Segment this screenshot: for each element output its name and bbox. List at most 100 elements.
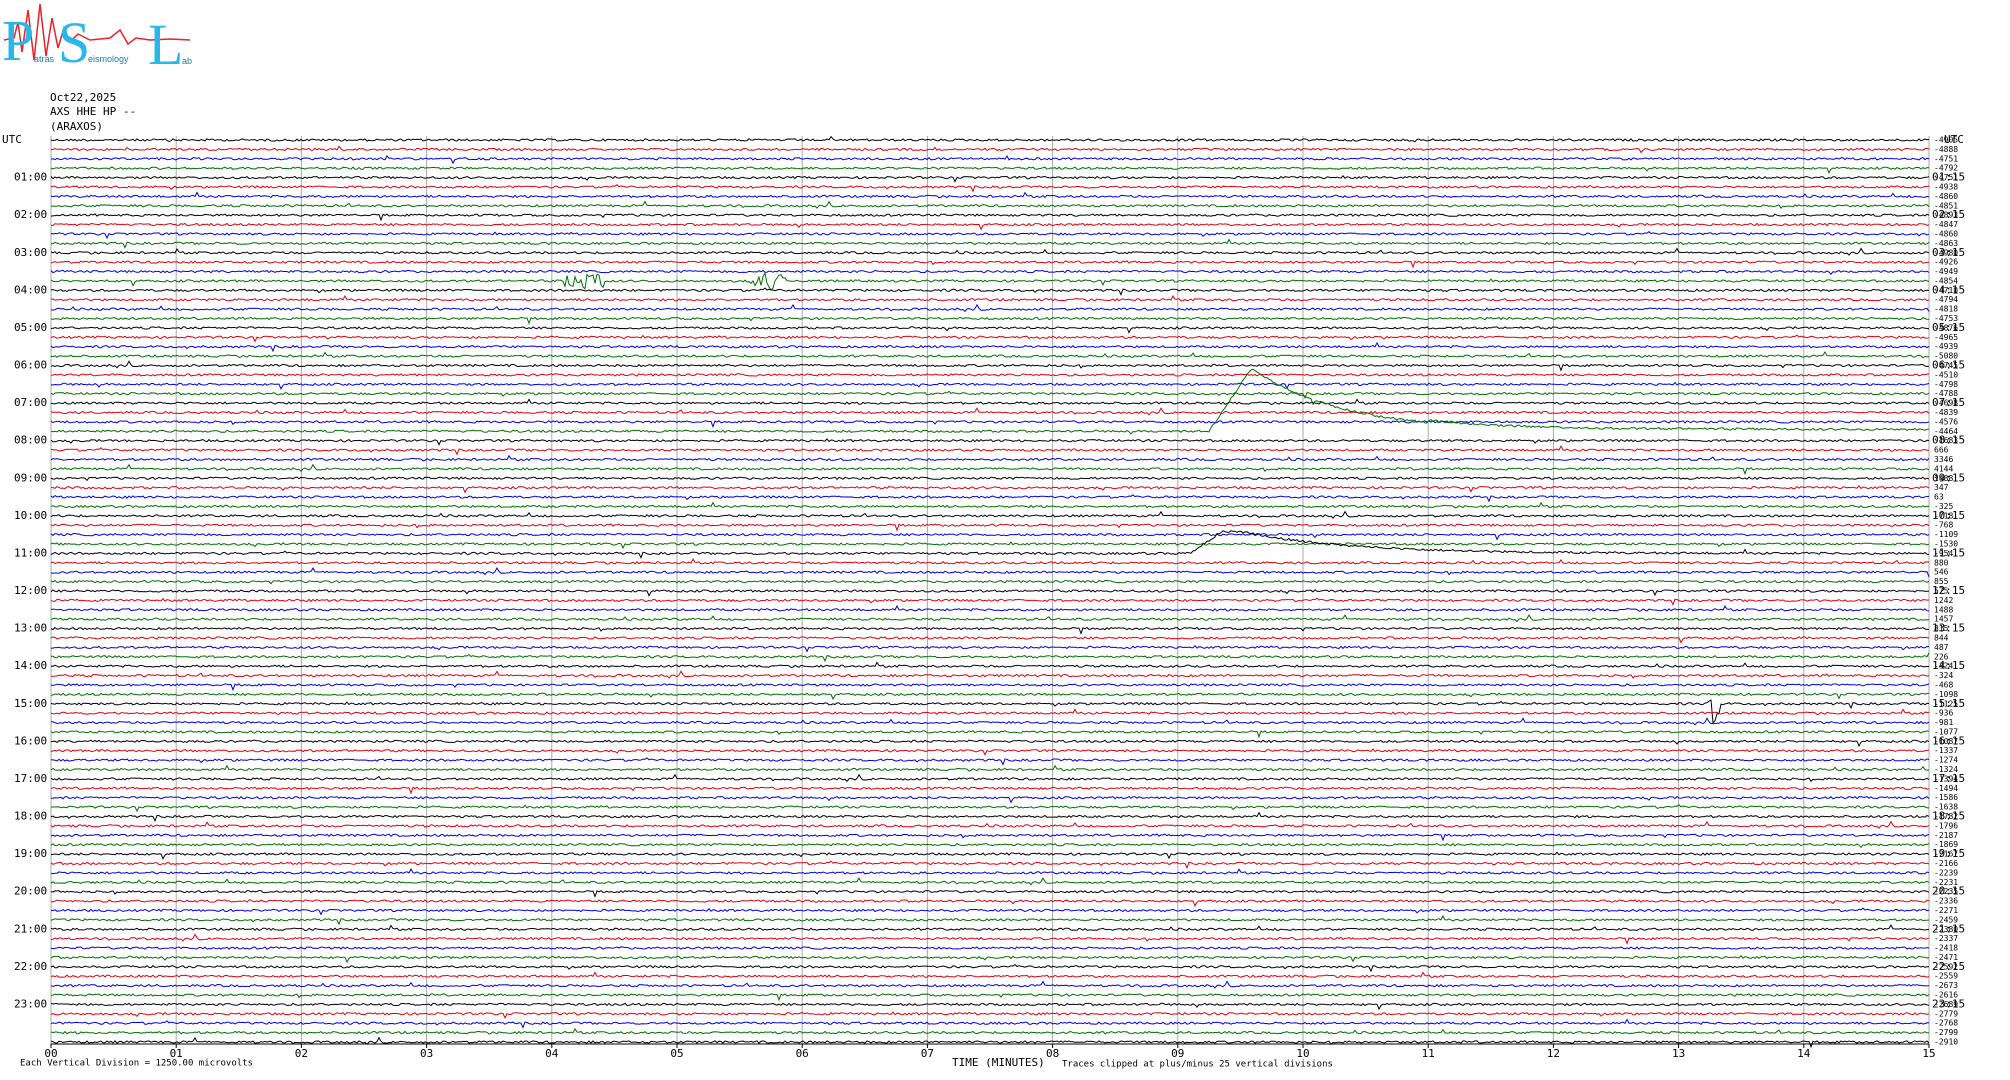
trace <box>50 454 1930 462</box>
time-label: 01:00 <box>14 171 47 184</box>
trace <box>50 589 1930 597</box>
station: AXS HHE HP -- <box>50 105 136 118</box>
trace <box>51 670 1930 679</box>
trace <box>50 579 1930 585</box>
time-label: 05:00 <box>14 321 47 334</box>
time-label: UTC <box>1944 133 1964 146</box>
trace <box>50 971 1930 979</box>
trace <box>50 652 1930 663</box>
offset-label: -4905 <box>1934 136 1958 145</box>
trace <box>50 820 1930 829</box>
trace <box>50 833 1930 842</box>
offset-label: -1109 <box>1934 530 1958 539</box>
trace <box>50 269 1930 275</box>
x-tick-label: 14 <box>1797 1047 1811 1060</box>
trace <box>50 604 1930 612</box>
time-label: UTC <box>2 133 22 146</box>
time-label: 08:00 <box>14 434 47 447</box>
offset-label: -4818 <box>1934 305 1958 314</box>
trace <box>50 811 1930 823</box>
offset-label: -2616 <box>1934 991 1958 1000</box>
logo-letter: S <box>58 10 90 75</box>
trace <box>50 692 1930 701</box>
offset-label: -2418 <box>1934 944 1958 953</box>
time-label: 21:00 <box>14 922 47 935</box>
time-label: 14:00 <box>14 659 47 672</box>
offset-label: -1125 <box>1934 699 1958 708</box>
trace <box>50 748 1930 756</box>
trace <box>50 1036 1930 1049</box>
time-label: 04:15 <box>1932 283 1965 296</box>
offset-label: -2167 <box>1934 850 1958 859</box>
trace <box>50 271 1930 291</box>
trace <box>50 200 1930 209</box>
offset-label: 4144 <box>1934 464 1953 473</box>
trace <box>50 407 1930 416</box>
time-label: 09:00 <box>14 471 47 484</box>
time-label: 08:15 <box>1932 434 1965 447</box>
trace <box>50 954 1930 964</box>
trace <box>50 683 1930 692</box>
offset-label: -4965 <box>1934 333 1958 342</box>
trace <box>50 360 1930 372</box>
offset-label: -2239 <box>1934 868 1958 877</box>
trace <box>50 644 1930 653</box>
trace <box>50 867 1930 875</box>
time-label: 16:15 <box>1932 734 1965 747</box>
x-tick-label: 02 <box>295 1047 308 1060</box>
trace <box>50 494 1930 503</box>
x-tick-label: 15 <box>1922 1047 1935 1060</box>
offset-label: 1488 <box>1934 474 1953 483</box>
offset-label: -4710 <box>1934 286 1958 295</box>
time-label: 23:15 <box>1932 997 1965 1010</box>
time-label: 22:15 <box>1932 960 1965 973</box>
location: (ARAXOS) <box>50 120 103 133</box>
x-tick-label: 09 <box>1171 1047 1184 1060</box>
time-label: 16:00 <box>14 734 47 747</box>
x-tick-label: 10 <box>1296 1047 1309 1060</box>
trace <box>50 247 1930 256</box>
time-label: 07:00 <box>14 396 47 409</box>
trace <box>50 597 1930 606</box>
offset-label: -4851 <box>1934 201 1958 210</box>
time-label: 14:15 <box>1932 659 1965 672</box>
time-label: 20:00 <box>14 885 47 898</box>
offset-label: -2559 <box>1934 972 1958 981</box>
offset-label: 487 <box>1934 643 1949 652</box>
trace <box>50 1018 1930 1029</box>
offset-label: -1530 <box>1934 540 1958 549</box>
logo: P S L atras eismology ab <box>2 3 192 77</box>
time-label: 02:00 <box>14 208 47 221</box>
offset-label: 880 <box>1934 558 1949 567</box>
offset-label: -324 <box>1934 662 1953 671</box>
trace <box>50 786 1930 795</box>
time-label: 12:15 <box>1932 584 1965 597</box>
trace <box>50 717 1930 726</box>
offset-label: -1683 <box>1934 436 1958 445</box>
trace <box>50 368 1930 435</box>
offset-label: -2592 <box>1934 962 1958 971</box>
time-label: 03:00 <box>14 246 47 259</box>
clipping-note: Traces clipped at plus/minus 25 vertical… <box>1062 1060 1333 1070</box>
offset-label: -4576 <box>1934 417 1958 426</box>
offset-label: -981 <box>1934 718 1953 727</box>
logo-word: atras <box>34 54 55 64</box>
trace <box>50 842 1930 849</box>
trace <box>50 419 1930 429</box>
trace <box>50 924 1930 932</box>
trace <box>50 764 1930 772</box>
trace <box>50 316 1930 325</box>
trace <box>50 523 1930 532</box>
logo-wave <box>3 3 191 61</box>
offset-label: -4753 <box>1934 314 1958 323</box>
offset-label: 226 <box>1934 652 1949 661</box>
offset-label: -4698 <box>1934 399 1958 408</box>
offset-label: 855 <box>1934 577 1949 586</box>
trace <box>50 907 1930 916</box>
time-label: 11:00 <box>14 546 47 559</box>
offset-label: 1242 <box>1934 596 1953 605</box>
trace <box>50 566 1930 578</box>
x-tick-label: 12 <box>1547 1047 1560 1060</box>
